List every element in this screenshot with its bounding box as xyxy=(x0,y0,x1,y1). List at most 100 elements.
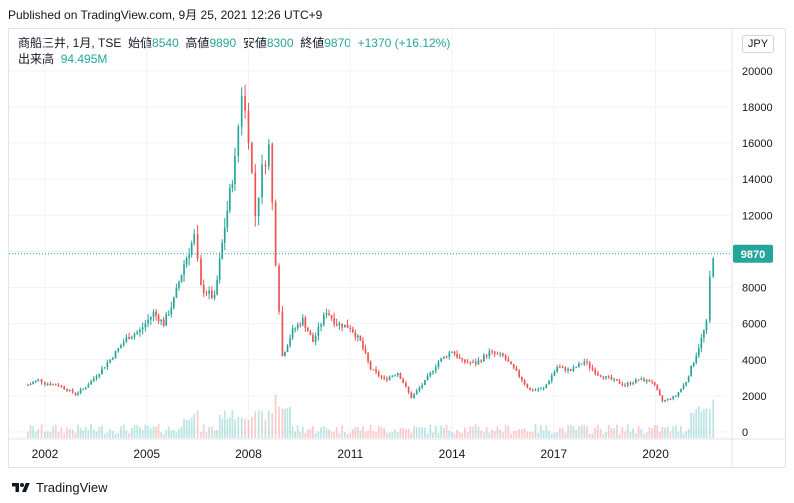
candle-body xyxy=(461,358,464,360)
candle-body xyxy=(301,318,304,326)
candle-body xyxy=(624,384,626,386)
volume-bar xyxy=(71,429,74,438)
volume-bar xyxy=(304,433,307,438)
volume-bar xyxy=(518,429,521,438)
volume-bar xyxy=(234,419,236,438)
volume-bar xyxy=(521,429,523,438)
candle-body xyxy=(415,390,418,395)
candle-body xyxy=(618,380,621,384)
candle-body xyxy=(448,352,451,357)
volume-bar xyxy=(496,426,499,438)
candle-body xyxy=(60,385,63,387)
volume-bar xyxy=(271,412,274,438)
volume-bar xyxy=(139,427,141,438)
candle-body xyxy=(629,383,632,385)
candle-body xyxy=(178,282,180,288)
candle-body xyxy=(74,392,77,395)
candle-body xyxy=(359,335,362,341)
y-tick-label: 12000 xyxy=(742,210,773,222)
volume-bar xyxy=(367,430,369,438)
legend-open-value: 8540 xyxy=(152,36,179,50)
candle-body xyxy=(599,375,602,377)
candle-body xyxy=(34,380,37,383)
candle-body xyxy=(669,398,672,400)
volume-bar xyxy=(338,433,341,438)
candle-body xyxy=(128,336,130,340)
legend-change: +1370 (+16.12%) xyxy=(357,36,451,50)
volume-bar xyxy=(415,427,418,438)
candle-body xyxy=(661,395,664,402)
volume-bar xyxy=(377,425,380,438)
volume-bar xyxy=(456,429,458,438)
candle-body xyxy=(640,378,643,380)
volume-bar xyxy=(226,419,229,438)
candle-body xyxy=(185,258,188,265)
candle-body xyxy=(160,319,162,322)
volume-bar xyxy=(461,433,464,438)
volume-bar xyxy=(677,431,680,438)
candle-body xyxy=(507,359,510,362)
volume-bar xyxy=(658,431,661,438)
volume-bar xyxy=(167,426,170,438)
x-tick-label: 2005 xyxy=(133,447,160,461)
candle-body xyxy=(526,384,529,388)
volume-bar xyxy=(278,406,280,438)
candle-body xyxy=(157,315,160,322)
candle-body xyxy=(286,345,289,352)
volume-bar xyxy=(426,433,429,438)
volume-bar xyxy=(228,417,231,438)
volume-bar xyxy=(626,424,629,438)
volume-bar xyxy=(54,424,57,438)
volume-bar xyxy=(437,433,440,438)
legend-close-value: 9870 xyxy=(324,36,351,50)
x-tick-label: 2020 xyxy=(642,447,669,461)
volume-bar xyxy=(40,424,43,438)
candle-body xyxy=(391,375,394,377)
volume-bar xyxy=(128,433,130,438)
volume-bar xyxy=(637,425,640,438)
candle-body xyxy=(155,311,157,316)
y-tick-label: 4000 xyxy=(742,355,766,367)
currency-button[interactable]: JPY xyxy=(742,35,774,53)
candle-body xyxy=(464,359,466,363)
volume-bar xyxy=(328,429,330,438)
candle-body xyxy=(92,378,95,381)
candle-body xyxy=(106,362,109,368)
candle-body xyxy=(170,307,173,315)
volume-bar xyxy=(149,428,152,438)
candle-body xyxy=(223,227,226,243)
volume-bar xyxy=(330,431,333,438)
volume-bar xyxy=(550,433,553,438)
volume-bar xyxy=(583,424,586,438)
candle-body xyxy=(271,144,274,203)
candle-body xyxy=(240,95,243,127)
candle-body xyxy=(377,371,380,376)
candle-body xyxy=(320,324,322,327)
volume-bar xyxy=(453,433,456,438)
volume-bar xyxy=(183,418,185,438)
candle-body xyxy=(664,399,666,402)
volume-bar xyxy=(383,428,386,438)
candle-body xyxy=(98,374,101,377)
candle-body xyxy=(237,126,240,157)
volume-bar xyxy=(325,428,328,438)
candle-body xyxy=(314,335,317,343)
volume-bar xyxy=(575,429,578,438)
candle-body xyxy=(451,351,453,353)
candle-body xyxy=(213,294,216,299)
candle-body xyxy=(483,355,485,362)
candle-body xyxy=(375,369,377,372)
candle-body xyxy=(77,392,79,395)
volume-bar xyxy=(572,426,575,438)
candle-body xyxy=(529,387,531,391)
candle-body xyxy=(542,388,545,390)
candle-body xyxy=(183,264,185,275)
candle-body xyxy=(307,327,309,332)
candle-body xyxy=(341,323,343,328)
volume-bar xyxy=(106,432,109,438)
candle-body xyxy=(690,366,693,377)
volume-bar xyxy=(394,429,396,438)
candle-body xyxy=(325,313,328,315)
volume-bar xyxy=(610,428,613,438)
